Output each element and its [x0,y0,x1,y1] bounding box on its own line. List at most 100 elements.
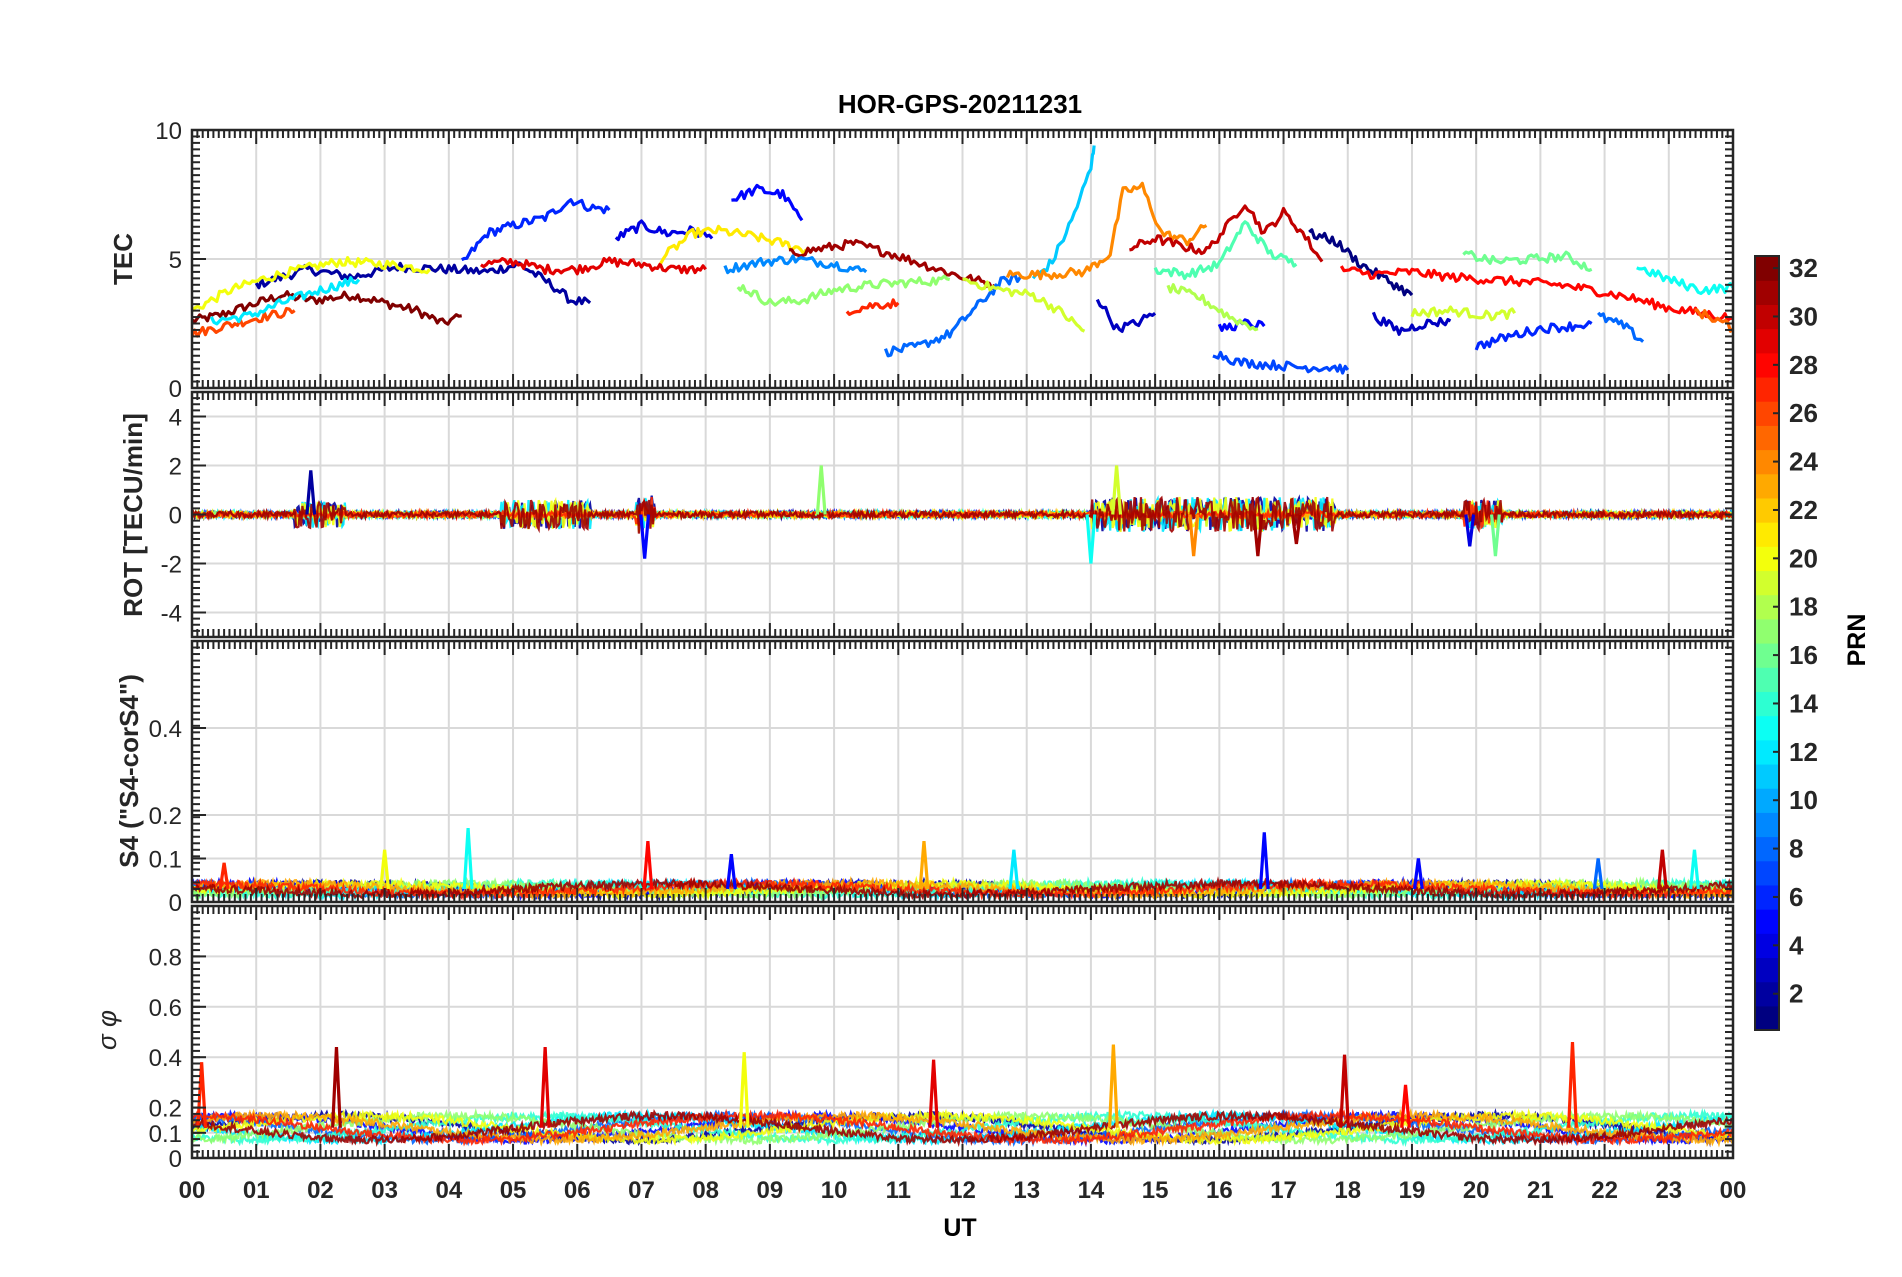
x-axis: 00 01 02 03 04 05 06 07 08 09 10 11 12 13 14 15 16 17 18 19… [179,1177,1747,1204]
colorbar-tick-label: 26 [1789,398,1818,428]
tec-series-prn-27 [845,298,900,316]
x-tick-label: 17 [1270,1177,1297,1204]
colorbar-tick-label: 22 [1789,495,1818,525]
tec-series-prn-26 [192,306,296,338]
activity-peak-prn-20 [379,849,391,890]
activity-peak-prn-28 [642,840,654,890]
colorbar-swatch [1755,957,1779,983]
colorbar-tick-label: 28 [1789,350,1818,380]
x-tick-label: 12 [949,1177,976,1204]
minor-ticks [191,905,1734,1159]
panel-tec: 0 5 10 [155,118,1735,403]
x-tick-label: 20 [1463,1177,1490,1204]
x-tick-label: 00 [179,1177,206,1204]
panel-rot: -4 -2 0 2 4 [161,390,1735,639]
activity-peak-prn-24 [1188,514,1200,557]
x-tick-label: 08 [692,1177,719,1204]
activity-peak-prn-27 [218,862,230,890]
y-tick-label-s4: 0.1 [149,847,182,874]
tec-series-prn-12 [209,276,361,326]
activity-peak-prn-5 [725,853,737,890]
tec-series-prn-3 [1095,298,1157,333]
colorbar-swatch [1755,473,1779,499]
activity-peak-prn-5 [639,514,651,559]
colorbar-tick-label: 8 [1789,834,1803,864]
panel-data [192,465,1733,564]
x-tick-label: 19 [1399,1177,1426,1204]
colorbar-tick-label: 24 [1789,447,1818,477]
colorbar-tick-label: 12 [1789,737,1818,767]
x-axis-label: UT [943,1214,976,1242]
colorbar-swatch [1755,522,1779,547]
x-tick-label: 00 [1720,1177,1747,1204]
panel-data [192,145,1733,375]
tec-series-prn-21 [659,224,809,265]
tec-series-prn-3 [1371,311,1452,336]
tec-series-prn-17 [736,274,951,307]
activity-series-prn-31 [192,494,1733,534]
panel-data [192,1042,1733,1148]
activity-peak-prn-13 [1689,849,1700,890]
tec-series-prn-28 [1339,265,1733,322]
panel-sigma: 00.10.2 0.4 0.6 0.8 [149,904,1735,1173]
activity-peak-prn-5 [1412,858,1424,890]
colorbar-swatch [1755,860,1779,886]
tec-series-prn-20 [192,256,431,313]
activity-peak-prn-31 [331,1047,342,1128]
activity-peak-prn-2 [305,470,317,515]
tec-series-prn-31 [788,238,996,290]
x-tick-label: 09 [757,1177,784,1204]
x-tick-label: 04 [435,1177,462,1204]
y-tick-label-sigma: 0.8 [149,944,182,971]
colorbar-swatch [1755,570,1779,596]
y-tick-label-tec: 0 [169,376,182,403]
tec-series-prn-29 [480,256,707,276]
activity-peak-prn-30 [1656,849,1668,890]
tec-series-prn-8 [883,273,1022,358]
y-tick-label-s4: 0.2 [149,803,182,830]
activity-series-prn-20 [192,1107,1733,1147]
activity-peak-prn-8 [1592,858,1604,890]
colorbar-swatch [1755,909,1779,934]
activity-series-prn-27 [192,1108,1733,1147]
activity-peak-prn-27 [1567,1042,1578,1128]
x-tick-label: 18 [1334,1177,1361,1204]
activity-peak-prn-23 [1107,1044,1119,1128]
tec-series-prn-11 [1031,145,1096,280]
activity-peak-prn-29 [928,1059,940,1128]
activity-peak-prn-12 [1008,849,1020,890]
y-tick-label-rot: 4 [169,405,182,432]
y-tick-label-sigma: 0.6 [149,995,182,1022]
colorbar-tick-label: 4 [1789,930,1804,960]
y-tick-label-s4: 0.4 [149,716,182,743]
tec-series-prn-5 [731,183,804,222]
x-tick-label: 16 [1206,1177,1233,1204]
colorbar-swatch [1755,812,1779,838]
activity-peak-prn-30 [1339,1054,1350,1128]
activity-peak-prn-16 [1489,514,1501,557]
x-tick-label: 13 [1013,1177,1040,1204]
activity-peak-prn-17 [815,465,827,515]
activity-peak-prn-27 [196,1062,208,1128]
tec-series-prn-1 [1308,228,1414,297]
colorbar-swatch [1755,618,1779,644]
y-tick-label-tec: 5 [169,247,182,274]
colorbar-tick-label: 10 [1789,785,1818,815]
y-tick-label-rot: 2 [169,454,182,481]
y-tick-label-rot: -4 [161,601,182,628]
y-tick-label-sigma: 0 [169,1146,182,1173]
tec-series-prn-7 [1212,350,1350,375]
x-tick-label: 02 [307,1177,334,1204]
y-tick-label-tec: 10 [155,118,182,145]
colorbar-swatch [1755,376,1779,402]
tec-series-prn-6 [461,198,611,262]
y-tick-label-sigma: 0.2 [149,1096,182,1123]
x-tick-label: 07 [628,1177,655,1204]
tec-series-prn-19 [1410,305,1517,322]
tec-series-prn-16 [1462,250,1593,272]
tec-series-prn-9 [723,254,868,275]
y-tick-label-rot: 0 [169,503,182,530]
colorbar-tick-label: 30 [1789,301,1818,331]
